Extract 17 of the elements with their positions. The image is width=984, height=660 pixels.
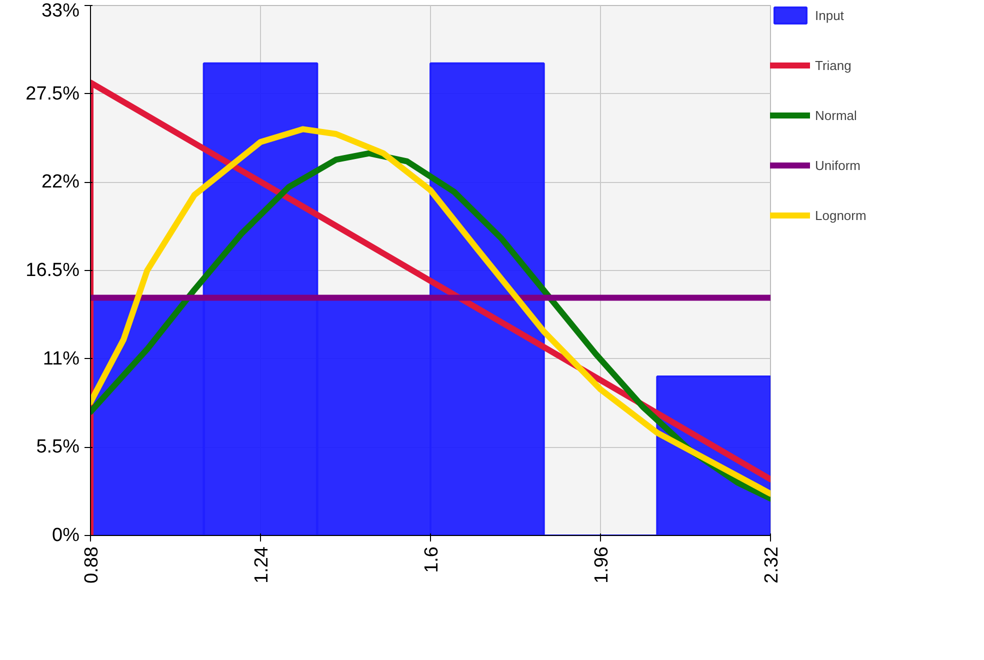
x-tick-label: 1.6: [422, 546, 442, 573]
y-tick-label: 0%: [52, 525, 80, 546]
legend-label: Lognorm: [815, 208, 868, 222]
x-tick-label: 2.32: [762, 546, 782, 584]
x-tick-label: 1.96: [592, 546, 612, 584]
x-tick-label: 1.24: [252, 546, 272, 584]
y-tick-label: 22%: [41, 172, 80, 193]
x-tick-label: 0.88: [82, 546, 102, 584]
y-tick-label: 5.5%: [36, 436, 80, 458]
legend-label: Uniform: [815, 158, 862, 172]
y-tick-label: 33%: [41, 0, 80, 22]
legend-label: Normal: [815, 108, 858, 122]
y-tick-label: 16.5%: [26, 260, 80, 281]
y-tick-label: 27.5%: [26, 83, 80, 104]
legend-label: Triang: [815, 58, 852, 72]
y-tick-label: 11%: [42, 348, 80, 370]
legend-label: Input: [815, 8, 845, 22]
